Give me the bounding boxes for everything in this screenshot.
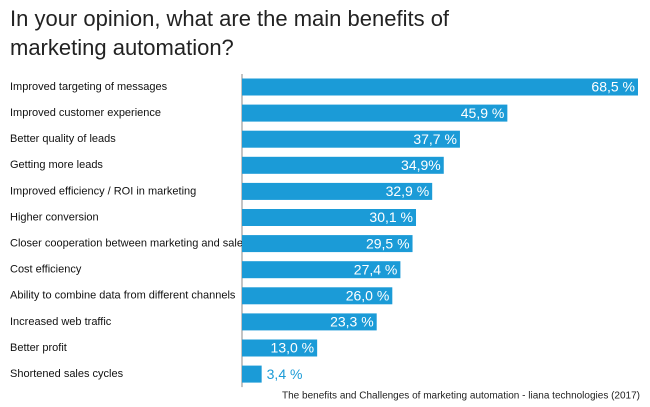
value-label: 23,3 % [330, 314, 374, 330]
category-label: Cost efficiency [10, 264, 82, 276]
bar [242, 339, 318, 357]
bar [242, 287, 393, 305]
category-label: Getting more leads [10, 159, 103, 171]
bar [242, 182, 433, 200]
category-label: Higher conversion [10, 211, 99, 223]
value-label: 29,5 % [366, 235, 410, 251]
chart-title: In your opinion, what are the main benef… [10, 6, 450, 60]
value-label: 27,4 % [354, 261, 398, 277]
value-label: 45,9 % [461, 105, 505, 121]
value-label: 37,7 % [413, 131, 457, 147]
bar [242, 261, 401, 279]
bar [242, 104, 508, 122]
category-label: Closer cooperation between marketing and… [10, 238, 249, 250]
category-label: Better profit [10, 342, 67, 354]
bar [242, 130, 460, 148]
value-label: 13,0 % [271, 340, 315, 356]
category-label: Increased web traffic [10, 316, 112, 328]
category-label: Improved targeting of messages [10, 81, 168, 93]
category-label: Shortened sales cycles [10, 368, 124, 380]
bar [242, 209, 417, 226]
bar [242, 156, 444, 174]
value-label: 32,9 % [386, 183, 430, 199]
value-label: 68,5 % [591, 79, 635, 95]
value-label: 3,4 % [267, 366, 303, 382]
category-label: Improved customer experience [10, 107, 161, 119]
category-label: Better quality of leads [10, 133, 116, 145]
bar [242, 365, 262, 383]
bar [242, 235, 413, 253]
category-label: Improved efficiency / ROI in marketing [10, 185, 196, 197]
value-label: 30,1 % [369, 209, 413, 225]
value-label: 26,0 % [346, 288, 390, 304]
bar [242, 313, 377, 331]
source: The benefits and Challenges of marketing… [282, 391, 640, 402]
bar [242, 78, 638, 96]
category-label: Ability to combine data from different c… [10, 290, 236, 302]
value-label: 34,9% [401, 157, 441, 173]
